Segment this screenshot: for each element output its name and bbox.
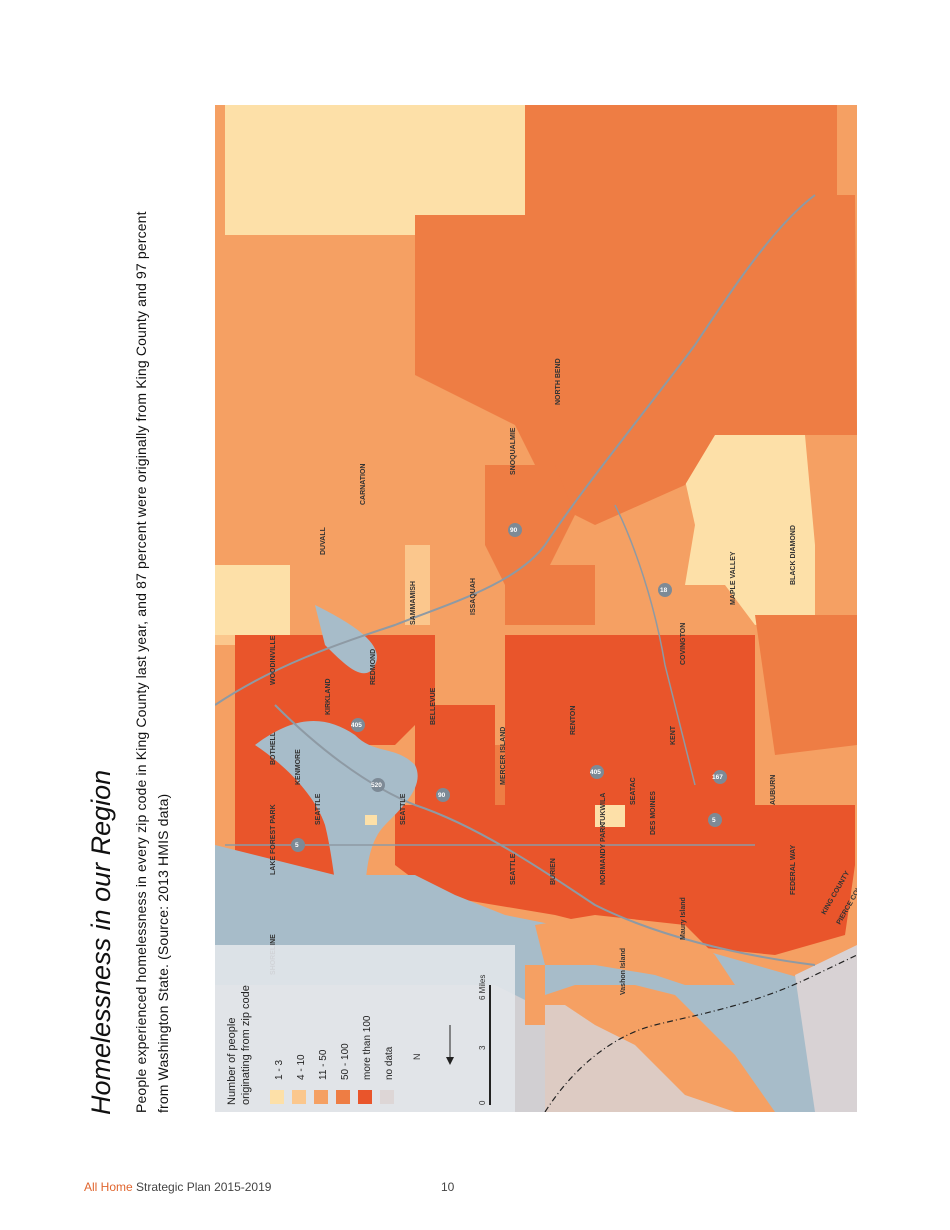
lake-sammamish [315, 605, 377, 674]
label-auburn: AUBURN [770, 775, 777, 805]
legend-label: no data [384, 1046, 395, 1080]
label-normandy-park: NORMANDY PARK [600, 823, 607, 885]
footer: All Home Strategic Plan 2015-2019 [84, 1180, 271, 1194]
scale-label-0: 0 [478, 1100, 487, 1105]
zone-issaquah [485, 465, 575, 585]
legend-label: more than 100 [362, 1015, 373, 1080]
label-kenmore: KENMORE [295, 749, 302, 785]
label-north-bend: NORTH BEND [555, 358, 562, 405]
zone-enumclaw [755, 615, 857, 755]
shield-i405: 405 [351, 722, 362, 729]
label-carnation: CARNATION [360, 464, 367, 505]
footer-brand: All Home [84, 1180, 133, 1194]
road-i90 [215, 194, 816, 706]
subtitle-line-2: from Washington State. (Source: 2013 HMI… [155, 793, 171, 1113]
label-woodinville: WOODINVILLE [270, 635, 277, 685]
highway-shields: 5 405 520 90 90 18 167 5 405 [291, 523, 727, 852]
label-seattle-3: SEATTLE [510, 853, 517, 885]
legend-swatch [380, 1090, 394, 1104]
shield-i5-south: 5 [712, 817, 716, 824]
shield-sr167: 167 [712, 774, 723, 781]
label-seattle-2: SEATTLE [400, 793, 407, 825]
label-burien: BURIEN [550, 858, 557, 885]
label-seatac: SEATAC [630, 777, 637, 805]
label-kirkland: KIRKLAND [325, 678, 332, 715]
label-des-moines: DES MOINES [650, 791, 657, 835]
label-issaquah: ISSAQUAH [470, 578, 477, 615]
label-maury-island: Maury Island [680, 897, 687, 940]
legend-label: 4 - 10 [296, 1054, 307, 1080]
legend-swatch [336, 1090, 350, 1104]
legend-background [215, 945, 515, 1112]
shield-i405-south: 405 [590, 769, 601, 776]
north-label: N [412, 1054, 422, 1061]
north-arrow-head [446, 1057, 454, 1065]
label-maple-valley: MAPLE VALLEY [730, 551, 737, 605]
legend-label: 1 - 3 [274, 1060, 285, 1080]
zone-north-rural [225, 105, 525, 235]
subtitle-line-1: People experienced homelessness in every… [133, 211, 149, 1113]
legend-swatch [314, 1090, 328, 1104]
label-bellevue: BELLEVUE [430, 687, 437, 725]
zone-pierce-county [795, 945, 857, 1112]
page-number: 10 [441, 1180, 455, 1194]
legend-swatch [270, 1090, 284, 1104]
label-bothell: BOTHELL [270, 731, 277, 765]
label-duvall: DUVALL [320, 526, 327, 555]
road-i5 [274, 704, 816, 966]
scale-label-6: 6 Miles [478, 975, 487, 1000]
legend-title-2: originating from zip code [240, 985, 252, 1105]
label-covington: COVINGTON [680, 623, 687, 665]
zone-woodinville-north [215, 565, 290, 635]
shield-sr520: 520 [371, 782, 382, 789]
scale-label-3: 3 [478, 1045, 487, 1050]
zone-renton-east [505, 565, 595, 625]
shield-i5: 5 [295, 842, 299, 849]
legend-title-1: Number of people [226, 1018, 238, 1105]
county-line [544, 954, 857, 1112]
road-sr18 [614, 504, 696, 786]
zone-small [365, 815, 377, 825]
label-tukwila: TUKWILA [600, 793, 607, 825]
label-snoqualmie: SNOQUALMIE [510, 427, 517, 475]
maury-island [525, 965, 545, 1025]
label-vashon-island: Vashon Island [620, 948, 627, 995]
legend-label: 50 - 100 [340, 1043, 351, 1080]
label-federal-way: FEDERAL WAY [790, 844, 797, 895]
shield-i90: 90 [438, 792, 446, 799]
legend: Number of people originating from zip co… [215, 945, 515, 1112]
zone-redmond-kirkland [235, 635, 435, 745]
zone-bellevue [415, 705, 495, 805]
label-kent: KENT [670, 725, 677, 745]
shield-sr18: 18 [660, 587, 668, 594]
label-sammamish: SAMMAMISH [410, 581, 417, 625]
zone-east-mountains [415, 105, 857, 525]
page-title: Homelessness in our Region [86, 769, 116, 1115]
label-black-diamond: BLACK DIAMOND [790, 525, 797, 585]
label-redmond: REDMOND [370, 649, 377, 685]
label-seattle-1: SEATTLE [315, 793, 322, 825]
label-lake-forest-park: LAKE FOREST PARK [270, 804, 277, 875]
lake-washington [255, 721, 418, 915]
zone-seatac-airport [595, 805, 625, 827]
footer-text: Strategic Plan 2015-2019 [132, 1180, 272, 1194]
label-renton: RENTON [570, 706, 577, 735]
zone-covington [505, 635, 755, 805]
king-county-map: SHORELINE LAKE FOREST PARK BOTHELL WOODI… [215, 105, 857, 1112]
shield-i90-east: 90 [510, 527, 518, 534]
legend-swatch [292, 1090, 306, 1104]
zone-south-county [395, 865, 855, 955]
legend-label: 11 - 50 [318, 1049, 329, 1080]
label-mercer-island: MERCER ISLAND [500, 727, 507, 785]
zone-sammamish-plateau [405, 545, 430, 625]
vashon-island [535, 915, 735, 985]
zone-black-diamond [675, 435, 815, 625]
map-svg: SHORELINE LAKE FOREST PARK BOTHELL WOODI… [215, 105, 857, 1112]
legend-swatch [358, 1090, 372, 1104]
